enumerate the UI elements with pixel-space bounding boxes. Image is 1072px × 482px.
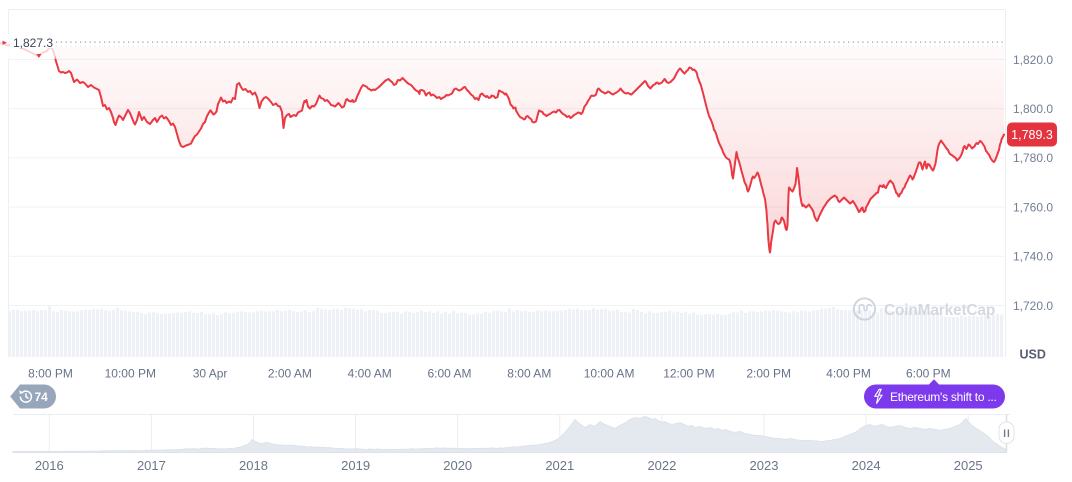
svg-text:1,780.0: 1,780.0 [1013, 151, 1053, 165]
svg-text:10:00 AM: 10:00 AM [584, 367, 635, 381]
svg-text:2023: 2023 [750, 458, 779, 473]
svg-text:2016: 2016 [35, 458, 64, 473]
svg-text:2024: 2024 [852, 458, 881, 473]
svg-text:2021: 2021 [545, 458, 574, 473]
svg-text:8:00 AM: 8:00 AM [507, 367, 551, 381]
svg-text:2020: 2020 [443, 458, 472, 473]
svg-text:6:00 PM: 6:00 PM [906, 367, 951, 381]
svg-text:Ethereum's shift to ...: Ethereum's shift to ... [890, 390, 997, 404]
svg-text:1,800.0: 1,800.0 [1013, 102, 1053, 116]
svg-text:2:00 PM: 2:00 PM [746, 367, 791, 381]
svg-text:2:00 AM: 2:00 AM [268, 367, 312, 381]
svg-text:10:00 PM: 10:00 PM [105, 367, 156, 381]
svg-text:4:00 PM: 4:00 PM [826, 367, 871, 381]
svg-text:USD: USD [1020, 348, 1046, 362]
svg-text:30 Apr: 30 Apr [193, 367, 228, 381]
svg-text:74: 74 [35, 390, 49, 404]
svg-text:6:00 AM: 6:00 AM [427, 367, 471, 381]
svg-text:1,760.0: 1,760.0 [1013, 200, 1053, 214]
svg-text:2019: 2019 [341, 458, 370, 473]
svg-text:2018: 2018 [239, 458, 268, 473]
svg-text:1,820.0: 1,820.0 [1013, 53, 1053, 67]
svg-text:2017: 2017 [137, 458, 166, 473]
svg-text:1,720.0: 1,720.0 [1013, 299, 1053, 313]
svg-text:4:00 AM: 4:00 AM [348, 367, 392, 381]
svg-text:2022: 2022 [647, 458, 676, 473]
svg-text:2025: 2025 [954, 458, 983, 473]
svg-text:1,740.0: 1,740.0 [1013, 250, 1053, 264]
svg-text:8:00 PM: 8:00 PM [28, 367, 73, 381]
svg-text:CoinMarketCap: CoinMarketCap [884, 302, 995, 319]
svg-text:1,827.3: 1,827.3 [13, 36, 53, 50]
svg-text:12:00 PM: 12:00 PM [663, 367, 714, 381]
svg-text:1,789.3: 1,789.3 [1011, 128, 1053, 142]
